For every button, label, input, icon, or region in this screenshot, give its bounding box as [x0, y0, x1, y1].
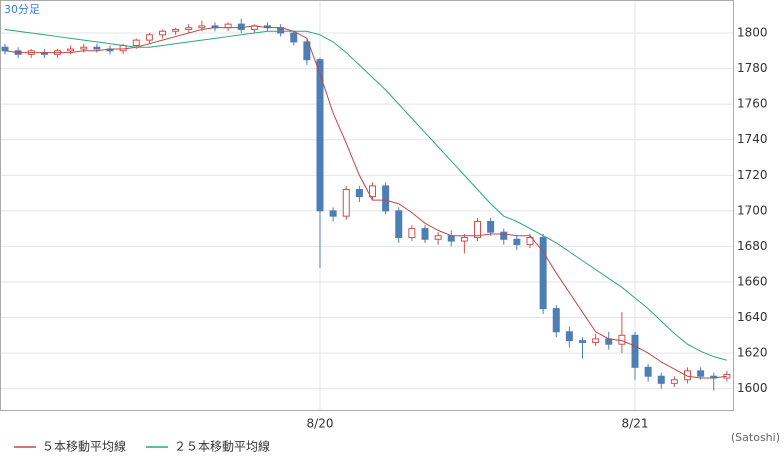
candle-body [447, 235, 455, 242]
candle-body [631, 334, 639, 368]
candle-body [237, 23, 245, 30]
candle-body [670, 379, 678, 384]
candle-body [329, 210, 337, 217]
moving-average-line [4, 25, 727, 379]
candle-body [316, 59, 324, 212]
candle-body [290, 32, 298, 43]
candle-body [198, 25, 206, 29]
candle-body [434, 235, 442, 240]
candle-body [684, 370, 691, 381]
candle-body [80, 46, 88, 50]
candle-body [579, 340, 586, 343]
moving-average-line [4, 28, 728, 361]
candle-body [565, 331, 573, 342]
candle-body [618, 334, 626, 345]
candle-body [355, 188, 363, 198]
candle-body [421, 228, 429, 240]
y-tick-label: 1760 [737, 97, 768, 111]
candle-body [500, 231, 508, 240]
candle-body [657, 375, 665, 384]
candle-body [513, 238, 521, 246]
y-tick-label: 1800 [737, 26, 768, 40]
chart-title: 30分足 [4, 3, 40, 16]
legend-label: ２５本移動平均線 [174, 439, 270, 454]
legend-label: ５本移動平均線 [42, 439, 126, 454]
candle-body [487, 221, 495, 233]
candle-body [303, 41, 311, 61]
y-tick-label: 1700 [737, 203, 768, 217]
candle-body [395, 210, 403, 239]
candle-body [185, 27, 193, 30]
candle-body [224, 23, 232, 29]
candle-body [369, 185, 376, 198]
candle-body [119, 44, 127, 52]
candle-body [1, 46, 9, 52]
candle-body [408, 228, 416, 239]
candle-body [526, 237, 534, 246]
candle-body [145, 34, 153, 41]
candle-body [552, 308, 560, 333]
candle-body [159, 30, 166, 36]
candle-body [67, 48, 75, 52]
candle-body [460, 237, 468, 242]
candle-body [132, 39, 140, 46]
source: (Satoshi) [731, 431, 780, 444]
y-tick-label: 1620 [737, 346, 768, 360]
candle-body [644, 366, 652, 377]
candle-body [474, 221, 481, 239]
candle-body [539, 237, 547, 310]
x-tick-label: 8/21 [622, 417, 649, 431]
y-tick-label: 1720 [737, 168, 768, 182]
candle-body [605, 338, 613, 345]
candle-body [93, 46, 101, 50]
x-tick-label: 8/20 [307, 417, 334, 431]
y-tick-label: 1660 [737, 274, 768, 288]
marks [1, 18, 731, 391]
y-tick-label: 1780 [737, 61, 768, 75]
plot-frame [0, 0, 734, 411]
candle-body [342, 188, 350, 217]
y-tick-label: 1740 [737, 132, 768, 146]
y-tick-label: 1600 [737, 381, 768, 395]
candle-body [172, 28, 180, 32]
y-tick-label: 1640 [737, 310, 768, 324]
legend: ５本移動平均線 ２５本移動平均線 [14, 439, 270, 454]
candle-body [592, 338, 600, 343]
candle-body [382, 185, 390, 212]
candle-body [697, 370, 705, 377]
y-tick-label: 1680 [737, 239, 768, 253]
